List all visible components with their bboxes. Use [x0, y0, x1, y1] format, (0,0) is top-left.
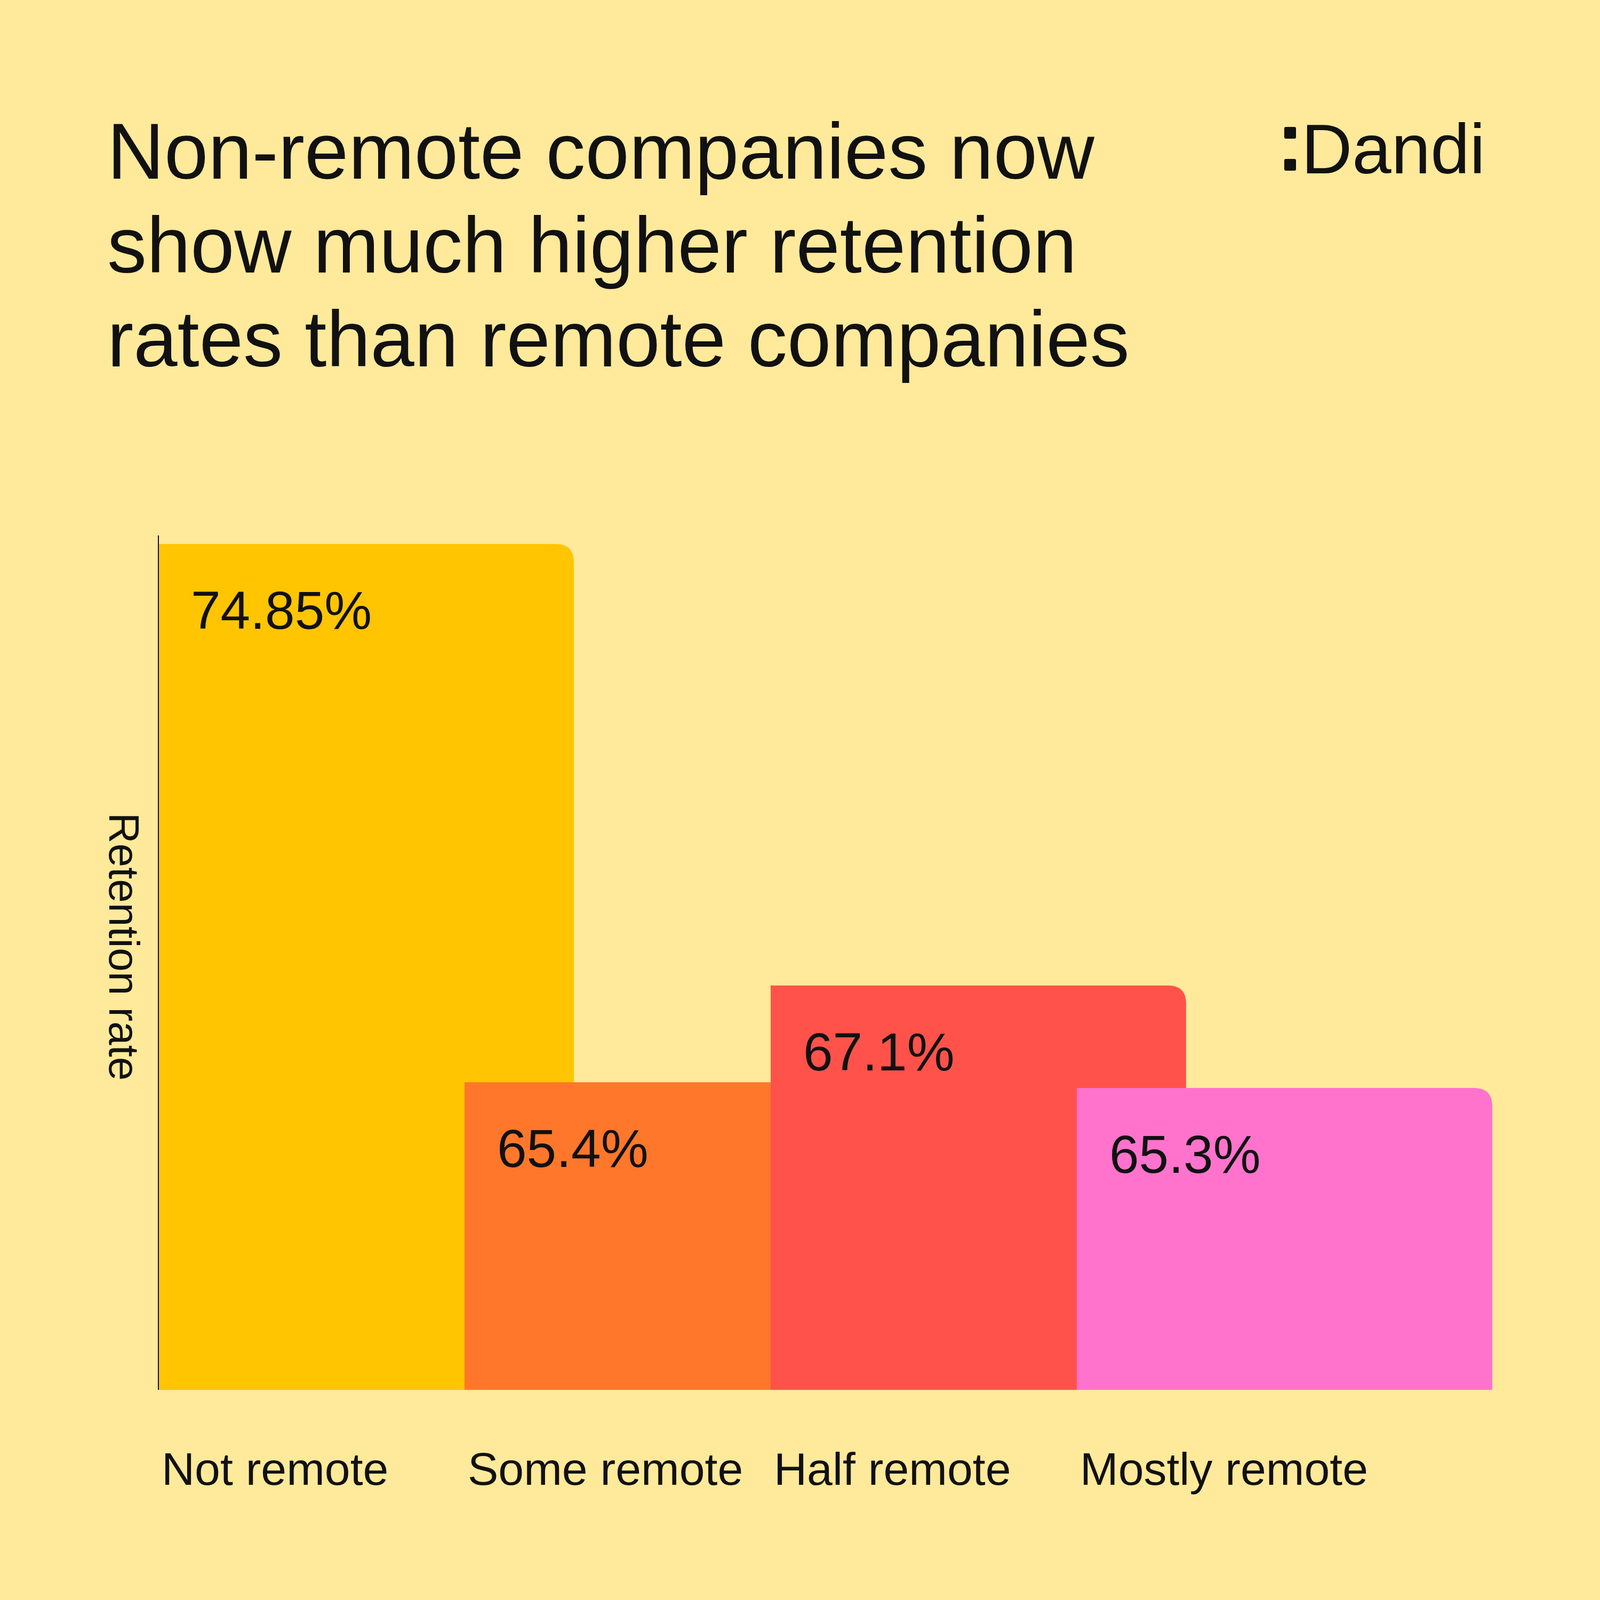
svg-text:65.4%: 65.4%	[497, 1118, 649, 1179]
html-text:Dandi: Dandi	[1301, 109, 1486, 189]
svg-text:74.85%: 74.85%	[190, 580, 372, 640]
svg-text:65.3%: 65.3%	[1109, 1124, 1261, 1184]
svg-text:Not remote: Not remote	[161, 1443, 389, 1495]
html-text:Non-remote companies now show: Non-remote companies now show much highe…	[107, 107, 1130, 383]
svg-text:Mostly remote: Mostly remote	[1080, 1443, 1368, 1495]
svg-text:Retention rate: Retention rate	[100, 812, 148, 1082]
svg-text:Some remote: Some remote	[467, 1443, 743, 1495]
svg-text:Half remote: Half remote	[773, 1443, 1012, 1495]
svg-text:67.1%: 67.1%	[803, 1021, 955, 1082]
